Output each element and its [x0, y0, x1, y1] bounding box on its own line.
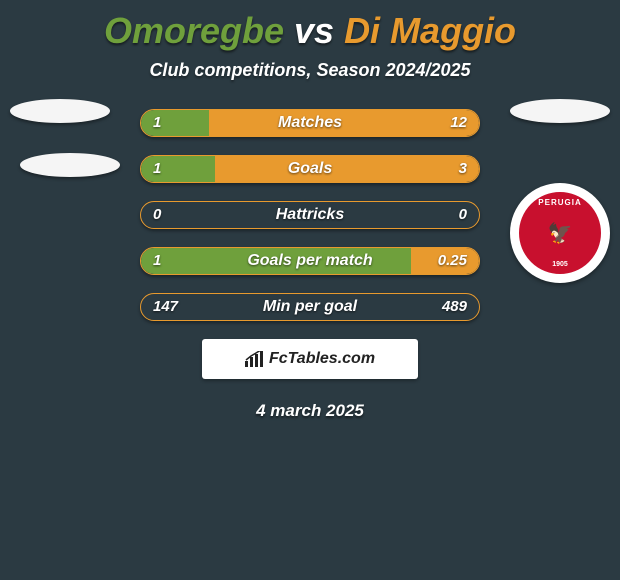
stat-label: Goals [141, 156, 479, 182]
placeholder-oval-icon [20, 153, 120, 177]
stat-row: 1Goals per match0.25 [140, 247, 480, 275]
stat-value-right: 0 [459, 202, 467, 228]
stat-label: Hattricks [141, 202, 479, 228]
stat-value-right: 3 [459, 156, 467, 182]
placeholder-oval-icon [510, 99, 610, 123]
left-badge-area [10, 99, 110, 199]
stat-row: 0Hattricks0 [140, 201, 480, 229]
stat-value-right: 12 [450, 110, 467, 136]
comparison-title: Omoregbe vs Di Maggio [0, 0, 620, 52]
player1-name: Omoregbe [104, 10, 284, 51]
stat-label: Matches [141, 110, 479, 136]
stat-row: 1Matches12 [140, 109, 480, 137]
stat-bars: 1Matches12 1Goals3 0Hattricks0 1Goals per m… [140, 109, 480, 321]
badge-year: 1905 [552, 261, 568, 268]
griffin-icon: 🦅 [548, 221, 573, 246]
player2-name: Di Maggio [344, 10, 516, 51]
chart-icon [245, 351, 265, 367]
placeholder-oval-icon [10, 99, 110, 123]
stat-value-right: 0.25 [438, 248, 467, 274]
subtitle: Club competitions, Season 2024/2025 [0, 60, 620, 81]
stat-row: 1Goals3 [140, 155, 480, 183]
attribution-box: FcTables.com [202, 339, 418, 379]
stat-label: Min per goal [141, 294, 479, 320]
stat-value-right: 489 [442, 294, 467, 320]
right-badge-area: PERUGIA 🦅 1905 [510, 99, 610, 199]
attribution-text: FcTables.com [269, 350, 375, 368]
content-area: PERUGIA 🦅 1905 1Matches12 1Goals3 0Hattric… [0, 109, 620, 421]
stat-label: Goals per match [141, 248, 479, 274]
badge-club-name: PERUGIA [538, 198, 581, 207]
vs-text: vs [294, 10, 334, 51]
perugia-badge-inner: PERUGIA 🦅 1905 [517, 190, 603, 276]
stat-row: 147Min per goal489 [140, 293, 480, 321]
perugia-badge: PERUGIA 🦅 1905 [510, 183, 610, 283]
date-text: 4 march 2025 [0, 401, 620, 421]
